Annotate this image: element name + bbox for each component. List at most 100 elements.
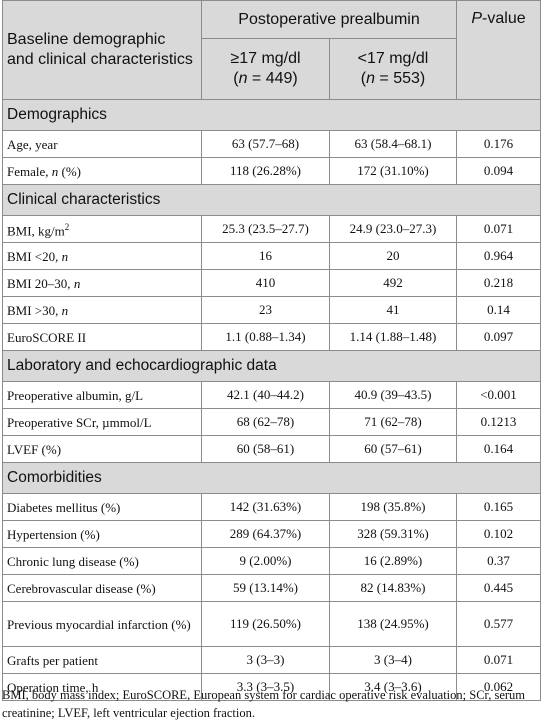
p-value: 0.176 xyxy=(456,130,541,158)
header-postoperative-prealbumin: Postoperative prealbumin xyxy=(201,0,457,40)
row-label: BMI 20–30, n xyxy=(2,269,202,297)
row-label-italic: n xyxy=(61,302,69,318)
header-p-value: P-value xyxy=(456,0,541,100)
low-prealbumin-value: 24.9 (23.0–27.3) xyxy=(329,215,457,243)
table-row: BMI >30, n 23 41 0.14 xyxy=(2,296,541,324)
high-prealbumin-value: 59 (13.14%) xyxy=(201,574,330,602)
row-label: Operation time, h xyxy=(2,673,202,701)
high-prealbumin-value: 289 (64.37%) xyxy=(201,520,330,548)
table-row: BMI, kg/m2 25.3 (23.5–27.7) 24.9 (23.0–27.… xyxy=(2,215,541,243)
low-prealbumin-value: 20 xyxy=(329,242,457,270)
table-row: Cerebrovascular disease (%) 59 (13.14%) 82… xyxy=(2,574,541,602)
high-prealbumin-value: 410 xyxy=(201,269,330,297)
section-title: Clinical characteristics xyxy=(2,184,541,216)
row-label-text: Diabetes mellitus (%) xyxy=(7,499,121,515)
p-value: 0.964 xyxy=(456,242,541,270)
row-label: Hypertension (%) xyxy=(2,520,202,548)
table-row: Age, year 63 (57.7–68) 63 (58.4–68.1) 0.176 xyxy=(2,130,541,158)
low-prealbumin-value: 3 (3–4) xyxy=(329,646,457,674)
p-value: 0.37 xyxy=(456,547,541,575)
high-prealbumin-value: 60 (58–61) xyxy=(201,435,330,463)
high-prealbumin-value: 16 xyxy=(201,242,330,270)
low-prealbumin-value: 3.4 (3–3.6) xyxy=(329,673,457,701)
table-row: EuroSCORE II 1.1 (0.88–1.34) 1.14 (1.88–1.… xyxy=(2,323,541,351)
row-label-text: Hypertension (%) xyxy=(7,526,100,542)
p-value: 0.1213 xyxy=(456,408,541,436)
row-label-text: Cerebrovascular disease (%) xyxy=(7,580,156,596)
low-prealbumin-value: 198 (35.8%) xyxy=(329,493,457,521)
section-row: Laboratory and echocardiographic data xyxy=(2,350,541,382)
high-prealbumin-value: 23 xyxy=(201,296,330,324)
p-suffix: -value xyxy=(482,10,526,27)
row-label: Preoperative albumin, g/L xyxy=(2,381,202,409)
row-label-text: EuroSCORE II xyxy=(7,329,87,345)
row-label-text: Preoperative SCr, µmmol/L xyxy=(7,414,152,430)
table-row: LVEF (%) 60 (58–61) 60 (57–61) 0.164 xyxy=(2,435,541,463)
high-n-value: = 449) xyxy=(247,70,298,88)
table-row: Preoperative SCr, µmmol/L 68 (62–78) 71 (6… xyxy=(2,408,541,436)
high-prealbumin-threshold: ≥17 mg/dl xyxy=(230,50,301,68)
row-label-text: Operation time, h xyxy=(7,679,99,695)
low-n-label: n xyxy=(366,70,375,88)
high-prealbumin-value: 3 (3–3) xyxy=(201,646,330,674)
header-characteristics: Baseline demographic and clinical charac… xyxy=(2,0,202,100)
high-prealbumin-value: 3.3 (3–3.5) xyxy=(201,673,330,701)
row-label-text: Age, year xyxy=(7,136,58,152)
table-row: Operation time, h 3.3 (3–3.5) 3.4 (3–3.6) 0… xyxy=(2,673,541,701)
low-prealbumin-threshold: <17 mg/dl xyxy=(357,50,429,68)
row-label-suffix: (%) xyxy=(58,163,82,179)
p-value: 0.071 xyxy=(456,215,541,243)
table-row: Chronic lung disease (%) 9 (2.00%) 16 (2.8… xyxy=(2,547,541,575)
row-label: Grafts per patient xyxy=(2,646,202,674)
low-prealbumin-value: 492 xyxy=(329,269,457,297)
row-label: BMI, kg/m2 xyxy=(2,215,202,243)
row-label-text: Female, xyxy=(7,163,52,179)
row-label-text: Grafts per patient xyxy=(7,652,98,668)
row-label-italic: n xyxy=(61,248,69,264)
high-prealbumin-value: 9 (2.00%) xyxy=(201,547,330,575)
table-row: Female, n (%) 118 (26.28%) 172 (31.10%) 0.0… xyxy=(2,157,541,185)
p-value: 0.218 xyxy=(456,269,541,297)
low-prealbumin-value: 172 (31.10%) xyxy=(329,157,457,185)
row-label-text: Preoperative albumin, g/L xyxy=(7,387,144,403)
baseline-characteristics-table: Baseline demographic and clinical charac… xyxy=(2,0,541,701)
low-prealbumin-value: 63 (58.4–68.1) xyxy=(329,130,457,158)
row-label-superscript: 2 xyxy=(64,221,70,232)
high-prealbumin-value: 119 (26.50%) xyxy=(201,601,330,647)
high-n-label: n xyxy=(238,70,248,88)
row-label: Age, year xyxy=(2,130,202,158)
row-label: Preoperative SCr, µmmol/L xyxy=(2,408,202,436)
p-value: 0.14 xyxy=(456,296,541,324)
high-prealbumin-value: 63 (57.7–68) xyxy=(201,130,330,158)
row-label: BMI <20, n xyxy=(2,242,202,270)
low-prealbumin-value: 60 (57–61) xyxy=(329,435,457,463)
p-value: 0.164 xyxy=(456,435,541,463)
row-label: BMI >30, n xyxy=(2,296,202,324)
row-label-text: BMI <20, xyxy=(7,248,62,264)
low-prealbumin-value: 71 (62–78) xyxy=(329,408,457,436)
header-high-prealbumin: ≥17 mg/dl (n = 449) xyxy=(201,38,330,100)
table-row: BMI 20–30, n 410 492 0.218 xyxy=(2,269,541,297)
row-label: EuroSCORE II xyxy=(2,323,202,351)
high-prealbumin-value: 68 (62–78) xyxy=(201,408,330,436)
row-label-text: BMI >30, xyxy=(7,302,62,318)
row-label: Female, n (%) xyxy=(2,157,202,185)
table-body: Demographics Age, year 63 (57.7–68) 63 (58.… xyxy=(2,99,541,701)
table-row: Diabetes mellitus (%) 142 (31.63%) 198 (35… xyxy=(2,493,541,521)
section-row: Demographics xyxy=(2,99,541,131)
table-row: Previous myocardial infarction (%) 119 (2… xyxy=(2,601,541,647)
row-label-text: Chronic lung disease (%) xyxy=(7,553,139,569)
row-label: Chronic lung disease (%) xyxy=(2,547,202,575)
p-value: 0.577 xyxy=(456,601,541,647)
high-prealbumin-value: 118 (26.28%) xyxy=(201,157,330,185)
row-label-text: Previous myocardial infarction (%) xyxy=(7,616,191,632)
p-value: 0.094 xyxy=(456,157,541,185)
section-title: Comorbidities xyxy=(2,462,541,494)
table-row: Preoperative albumin, g/L 42.1 (40–44.2) 4… xyxy=(2,381,541,409)
row-label-text: BMI, kg/m xyxy=(7,223,65,239)
low-prealbumin-value: 1.14 (1.88–1.48) xyxy=(329,323,457,351)
high-prealbumin-value: 142 (31.63%) xyxy=(201,493,330,521)
table-footnote: BMI, body mass index; EuroSCORE, Europea… xyxy=(2,688,526,720)
p-value: 0.071 xyxy=(456,646,541,674)
p-value: 0.445 xyxy=(456,574,541,602)
